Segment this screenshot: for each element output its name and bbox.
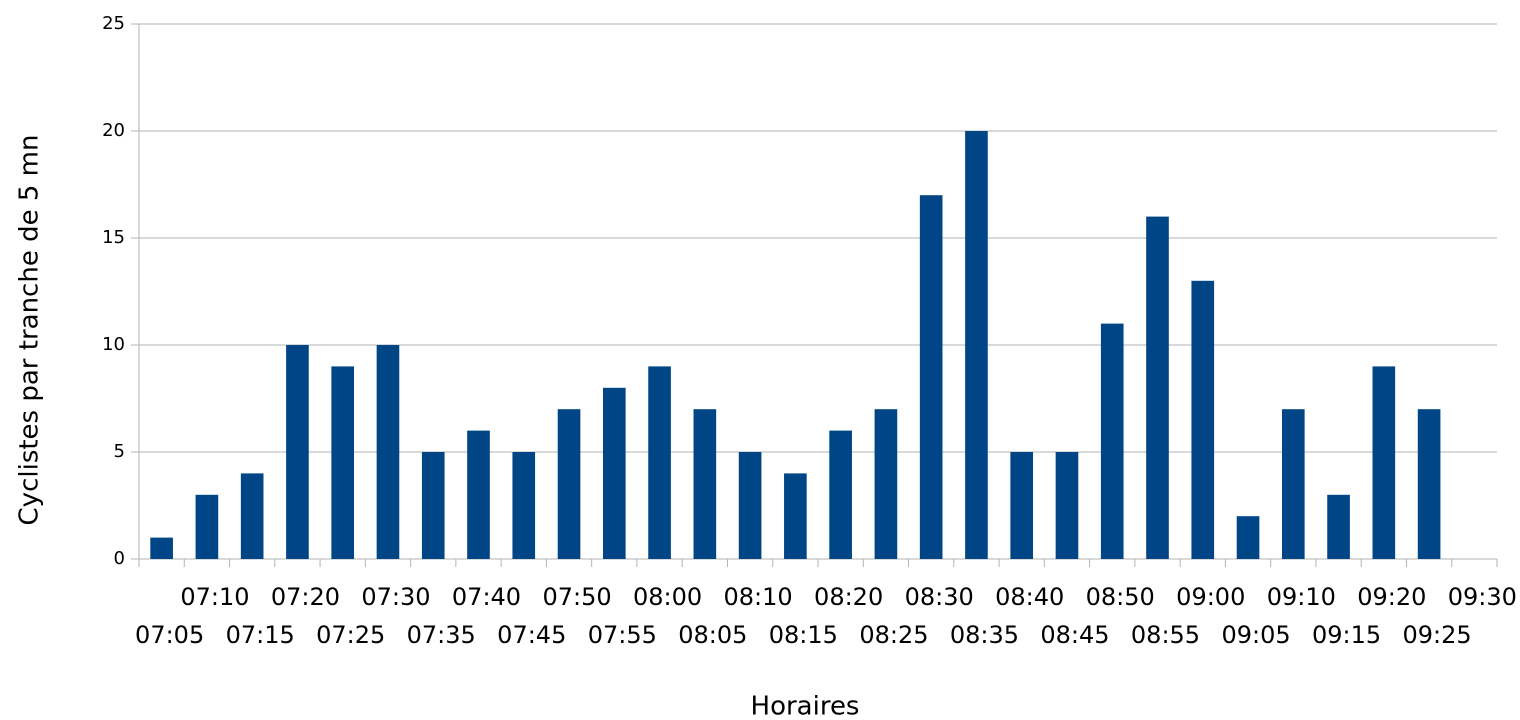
x-tick-label: 08:55 bbox=[1131, 621, 1200, 649]
bar bbox=[965, 131, 988, 559]
bar bbox=[1010, 452, 1034, 559]
x-tick-label: 09:20 bbox=[1357, 583, 1426, 611]
y-tick-label: 20 bbox=[102, 120, 125, 141]
bar bbox=[829, 430, 852, 559]
bar bbox=[1191, 280, 1215, 559]
x-tick-label: 09:00 bbox=[1176, 583, 1245, 611]
y-tick-label: 0 bbox=[114, 548, 125, 569]
y-axis-title: Cyclistes par tranche de 5 mn bbox=[15, 135, 45, 526]
bar bbox=[512, 452, 536, 559]
bar bbox=[1417, 409, 1441, 559]
x-tick-label: 08:20 bbox=[814, 583, 883, 611]
bar bbox=[784, 473, 807, 559]
bar bbox=[1281, 409, 1305, 559]
bar bbox=[195, 494, 219, 559]
x-tick-label: 07:20 bbox=[271, 583, 340, 611]
bar bbox=[331, 366, 355, 559]
x-tick-label: 08:10 bbox=[724, 583, 793, 611]
bar bbox=[557, 409, 581, 559]
bar bbox=[1327, 494, 1350, 559]
bar bbox=[240, 473, 264, 559]
x-tick-label: 08:45 bbox=[1040, 621, 1109, 649]
bar bbox=[1146, 216, 1169, 559]
bar bbox=[376, 345, 400, 559]
bar bbox=[874, 409, 898, 559]
bar bbox=[648, 366, 671, 559]
bar bbox=[1236, 516, 1260, 559]
bar bbox=[150, 537, 173, 559]
bar bbox=[602, 387, 626, 559]
x-tick-label: 08:05 bbox=[678, 621, 747, 649]
y-tick-label: 15 bbox=[102, 227, 125, 248]
bar bbox=[286, 345, 309, 559]
x-tick-label: 09:10 bbox=[1267, 583, 1336, 611]
x-tick-label: 08:40 bbox=[995, 583, 1064, 611]
x-tick-label: 09:05 bbox=[1221, 621, 1290, 649]
x-tick-label: 07:15 bbox=[226, 621, 295, 649]
x-tick-label: 07:50 bbox=[542, 583, 611, 611]
x-tick-label: 08:35 bbox=[950, 621, 1019, 649]
x-tick-label: 08:50 bbox=[1086, 583, 1155, 611]
x-tick-label: 07:10 bbox=[180, 583, 249, 611]
x-tick-label: 09:30 bbox=[1448, 583, 1517, 611]
x-tick-label: 07:40 bbox=[452, 583, 521, 611]
bar bbox=[1055, 452, 1079, 559]
x-tick-label: 09:15 bbox=[1312, 621, 1381, 649]
x-tick-label: 08:25 bbox=[859, 621, 928, 649]
x-axis-title: Horaires bbox=[751, 692, 860, 720]
y-tick-label: 25 bbox=[102, 13, 125, 34]
bar bbox=[421, 452, 445, 559]
x-tick-label: 07:25 bbox=[316, 621, 385, 649]
bar bbox=[919, 195, 943, 559]
y-tick-label: 5 bbox=[114, 441, 125, 462]
bar bbox=[1372, 366, 1396, 559]
bar bbox=[693, 409, 717, 559]
x-tick-label: 08:30 bbox=[905, 583, 974, 611]
x-tick-label: 07:05 bbox=[135, 621, 204, 649]
bar bbox=[738, 452, 762, 559]
x-tick-label: 07:35 bbox=[407, 621, 476, 649]
x-tick-label: 07:30 bbox=[361, 583, 430, 611]
x-tick-label: 08:00 bbox=[633, 583, 702, 611]
y-tick-label: 10 bbox=[102, 334, 125, 355]
x-tick-label: 07:45 bbox=[497, 621, 566, 649]
x-tick-label: 08:15 bbox=[769, 621, 838, 649]
bar bbox=[467, 430, 490, 559]
bar bbox=[1100, 323, 1124, 559]
x-tick-label: 09:25 bbox=[1403, 621, 1472, 649]
x-tick-label: 07:55 bbox=[588, 621, 657, 649]
